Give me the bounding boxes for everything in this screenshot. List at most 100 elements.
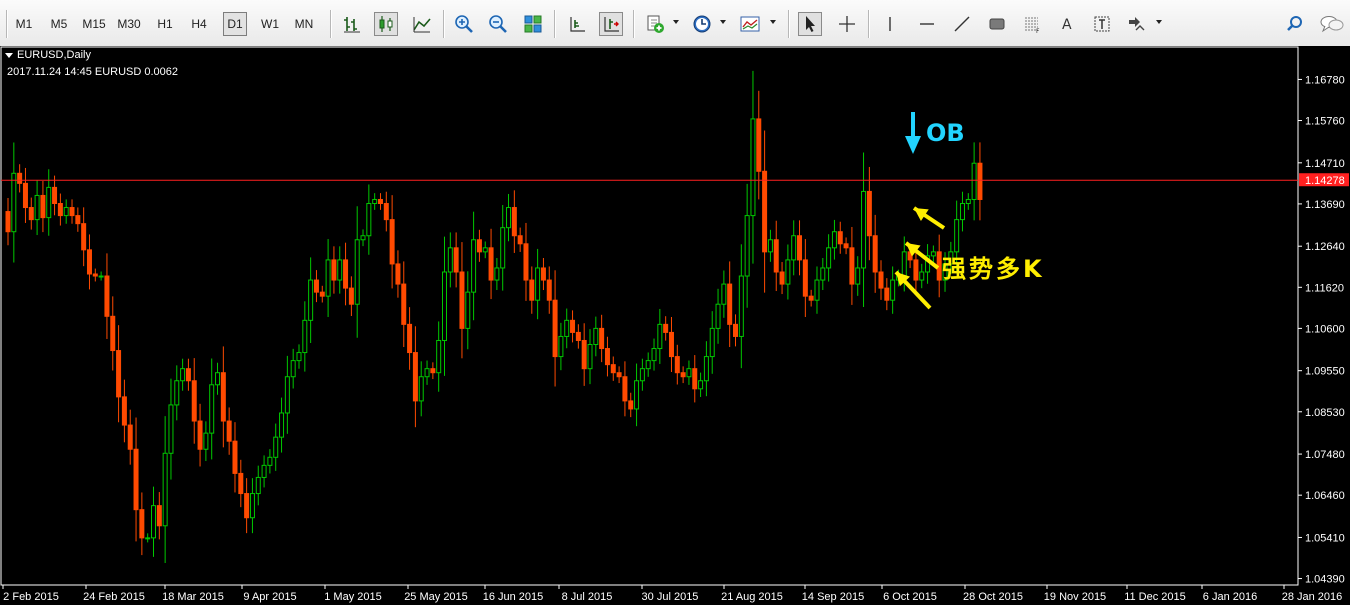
candle-body xyxy=(337,259,343,281)
candle-body xyxy=(639,368,645,382)
candle-body xyxy=(313,279,319,293)
templates-icon[interactable] xyxy=(738,12,762,36)
candle-body xyxy=(540,267,546,281)
timeframe-mn-button[interactable]: MN xyxy=(294,17,314,31)
toolbar-grip xyxy=(6,10,7,38)
candle-body xyxy=(279,412,285,438)
candle-body xyxy=(383,203,389,221)
timeframe-w1-button[interactable]: W1 xyxy=(261,17,279,31)
price-chart[interactable]: 1.16780 1.15760 1.14710 1.13690 1.12640 1.116… xyxy=(0,46,1350,605)
candle-body xyxy=(261,464,267,478)
trendline-icon[interactable] xyxy=(950,12,974,36)
candle-body xyxy=(360,235,366,241)
timeframe-m5-button[interactable]: M5 xyxy=(50,17,68,31)
candle-body xyxy=(721,283,727,305)
candle-body xyxy=(121,396,127,426)
candle-body xyxy=(872,235,878,273)
crosshair-icon[interactable] xyxy=(835,12,859,36)
autoscroll-icon[interactable] xyxy=(599,12,623,36)
line-chart-icon[interactable] xyxy=(410,12,434,36)
symbol-period: EURUSD,Daily xyxy=(17,49,91,61)
candle-body xyxy=(442,271,447,341)
candle-body xyxy=(34,194,40,221)
candle-body xyxy=(645,360,651,370)
candle-body xyxy=(942,263,948,281)
zoom-in-icon[interactable] xyxy=(452,12,476,36)
timeframe-d1-button[interactable]: D1 xyxy=(223,12,247,36)
candle-body xyxy=(290,360,296,378)
search-icon[interactable] xyxy=(1283,12,1307,36)
candle-body xyxy=(890,279,896,301)
y-tick-label: 1.08530 xyxy=(1305,407,1345,419)
candle-body xyxy=(127,424,133,450)
candle-body xyxy=(552,299,558,358)
candle-body xyxy=(215,372,221,386)
arrows-tool-icon[interactable] xyxy=(1125,12,1149,36)
candle-body xyxy=(69,207,75,217)
chevron-down-icon[interactable] xyxy=(770,20,776,24)
fibonacci-icon[interactable]: F xyxy=(1020,12,1044,36)
candle-body xyxy=(698,380,704,390)
candle-body xyxy=(750,118,756,217)
candle-body xyxy=(971,162,977,200)
candle-body xyxy=(447,247,453,273)
candle-body xyxy=(209,384,215,434)
candle-body xyxy=(98,275,104,278)
timeframe-m30-button[interactable]: M30 xyxy=(117,17,141,31)
candle-body xyxy=(849,247,855,285)
chevron-down-icon[interactable] xyxy=(1156,20,1162,24)
candle-body xyxy=(86,249,92,275)
candle-body xyxy=(773,239,779,273)
toolbar-separator xyxy=(554,10,555,38)
candle-body xyxy=(564,319,570,337)
timeframe-m1-button[interactable]: M1 xyxy=(15,17,33,31)
candle-body xyxy=(255,476,261,495)
candle-body xyxy=(424,368,430,378)
zoom-out-icon[interactable] xyxy=(486,12,510,36)
candle-body xyxy=(46,186,52,219)
candle-body xyxy=(308,279,314,321)
toolbar-separator xyxy=(788,10,789,38)
rectangle-shape-icon[interactable] xyxy=(985,12,1009,36)
y-tick-label: 1.14710 xyxy=(1305,158,1345,170)
tile-windows-icon[interactable] xyxy=(521,12,545,36)
candle-body xyxy=(674,356,680,374)
horizontal-line-icon[interactable] xyxy=(915,12,939,36)
y-tick-label: 1.07480 xyxy=(1305,449,1345,461)
candle-body xyxy=(791,235,797,261)
x-tick-label: 30 Jul 2015 xyxy=(642,591,699,603)
bar-chart-icon[interactable] xyxy=(340,12,364,36)
candlestick-chart-icon[interactable] xyxy=(374,12,398,36)
cursor-icon[interactable] xyxy=(798,12,822,36)
indicators-icon[interactable] xyxy=(643,12,667,36)
candle-body xyxy=(331,259,337,281)
candle-body xyxy=(622,376,628,402)
toolbar: M1 M5 M15 M30 H1 H4 D1 W1 MN xyxy=(0,0,1350,47)
y-tick-label: 1.06460 xyxy=(1305,490,1345,502)
chevron-down-icon[interactable] xyxy=(673,20,679,24)
chart-shift-icon[interactable] xyxy=(565,12,589,36)
candle-body xyxy=(139,509,145,539)
candle-body xyxy=(535,267,541,301)
chat-icon[interactable] xyxy=(1318,12,1346,36)
text-box-icon[interactable] xyxy=(1090,12,1114,36)
timeframe-m15-button[interactable]: M15 xyxy=(82,17,106,31)
y-tick-label: 1.12640 xyxy=(1305,241,1345,253)
candle-body xyxy=(785,259,791,285)
vertical-line-icon[interactable] xyxy=(878,12,902,36)
candle-body xyxy=(930,251,936,257)
candle-body xyxy=(837,231,843,245)
candle-body xyxy=(657,323,663,350)
chevron-down-icon[interactable] xyxy=(720,20,726,24)
chart-canvas[interactable]: 1.16780 1.15760 1.14710 1.13690 1.12640 1.116… xyxy=(0,46,1350,605)
chart-menu-triangle-icon[interactable] xyxy=(5,52,13,58)
periodicity-clock-icon[interactable] xyxy=(690,12,714,36)
candle-body xyxy=(325,259,331,297)
candle-body xyxy=(407,323,413,354)
timeframe-h1-button[interactable]: H1 xyxy=(157,17,173,31)
text-label-icon[interactable]: A xyxy=(1055,12,1079,36)
timeframe-h4-button[interactable]: H4 xyxy=(191,17,207,31)
y-tick-label: 1.11620 xyxy=(1305,282,1344,294)
candle-body xyxy=(465,291,471,329)
candle-body xyxy=(191,380,197,422)
